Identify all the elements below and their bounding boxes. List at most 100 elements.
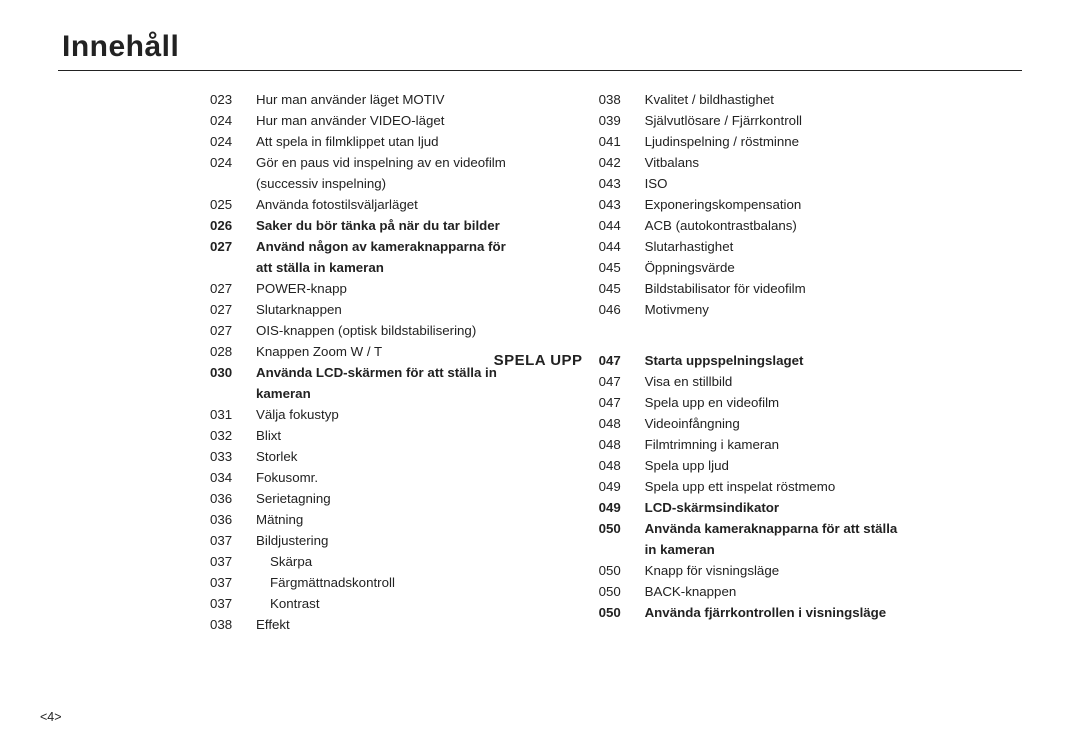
toc-row: 047Starta uppspelningslaget xyxy=(599,350,1022,371)
toc-row: 044ACB (autokontrastbalans) xyxy=(599,215,1022,236)
toc-row: 037Kontrast xyxy=(210,593,559,614)
toc-row: 043ISO xyxy=(599,173,1022,194)
toc-page-number: 043 xyxy=(599,173,645,194)
toc-entry-text: Saker du bör tänka på när du tar bilder xyxy=(256,215,559,236)
toc-entry-text: Kvalitet / bildhastighet xyxy=(645,89,1022,110)
toc-page-number xyxy=(210,173,256,194)
toc-entry-text: BACK-knappen xyxy=(645,581,1022,602)
toc-row: 037Färgmättnadskontroll xyxy=(210,572,559,593)
toc-entry-text: ACB (autokontrastbalans) xyxy=(645,215,1022,236)
toc-page-number: 024 xyxy=(210,110,256,131)
toc-entry-text: LCD-skärmsindikator xyxy=(645,497,1022,518)
toc-row: 044Slutarhastighet xyxy=(599,236,1022,257)
toc-page-number: 037 xyxy=(210,530,256,551)
toc-page-number: 031 xyxy=(210,404,256,425)
toc-row: att ställa in kameran xyxy=(210,257,559,278)
toc-entry-text: Gör en paus vid inspelning av en videofi… xyxy=(256,152,559,173)
toc-row: in kameran xyxy=(599,539,1022,560)
toc-page-number: 024 xyxy=(210,131,256,152)
toc-row: 027Slutarknappen xyxy=(210,299,559,320)
toc-entry-text: Använda kameraknapparna för att ställa xyxy=(645,518,1022,539)
toc-page-number: 043 xyxy=(599,194,645,215)
toc-page-number: 048 xyxy=(599,455,645,476)
toc-page-number: 036 xyxy=(210,509,256,530)
toc-page-number: 038 xyxy=(210,614,256,635)
toc-page-number: 034 xyxy=(210,467,256,488)
toc-page-number: 033 xyxy=(210,446,256,467)
toc-row: 046Motivmeny xyxy=(599,299,1022,320)
toc-entry-text: Storlek xyxy=(256,446,559,467)
section-heading: SPELA UPP xyxy=(494,350,599,371)
toc-row: 041Ljudinspelning / röstminne xyxy=(599,131,1022,152)
toc-entry-text: Videoinfångning xyxy=(645,413,1022,434)
toc-row: 048Spela upp ljud xyxy=(599,455,1022,476)
page-number: <4> xyxy=(40,710,62,724)
toc-page-number: 028 xyxy=(210,341,256,362)
toc-entry-text: Använda fjärrkontrollen i visningsläge xyxy=(645,602,1022,623)
toc-entry-text: Serietagning xyxy=(256,488,559,509)
toc-page-number: 050 xyxy=(599,602,645,623)
page: Innehåll 023Hur man använder läget MOTIV… xyxy=(0,0,1080,746)
toc-row: 024Hur man använder VIDEO-läget xyxy=(210,110,559,131)
toc-row: 045Bildstabilisator för videofilm xyxy=(599,278,1022,299)
toc-row: 050Använda kameraknapparna för att ställ… xyxy=(599,518,1022,539)
toc-page-number: 045 xyxy=(599,257,645,278)
toc-row: 034Fokusomr. xyxy=(210,467,559,488)
toc-entry-text: in kameran xyxy=(645,539,1022,560)
toc-entry-text: Starta uppspelningslaget xyxy=(645,350,1022,371)
toc-row: 050BACK-knappen xyxy=(599,581,1022,602)
toc-page-number: 032 xyxy=(210,425,256,446)
toc-page-number: 041 xyxy=(599,131,645,152)
toc-row: 037Skärpa xyxy=(210,551,559,572)
toc-row: 027OIS-knappen (optisk bildstabilisering… xyxy=(210,320,559,341)
toc-row: 048Filmtrimning i kameran xyxy=(599,434,1022,455)
page-title: Innehåll xyxy=(58,30,1022,71)
toc-page-number: 046 xyxy=(599,299,645,320)
toc-entry-text: att ställa in kameran xyxy=(256,257,559,278)
toc-entry-text: Självutlösare / Fjärrkontroll xyxy=(645,110,1022,131)
toc-entry-text: Använda fotostilsväljarläget xyxy=(256,194,559,215)
toc-entry-text: Spela upp en videofilm xyxy=(645,392,1022,413)
toc-page-number: 044 xyxy=(599,215,645,236)
toc-entry-text: ISO xyxy=(645,173,1022,194)
toc-row: 047Visa en stillbild xyxy=(599,371,1022,392)
toc-page-number: 039 xyxy=(599,110,645,131)
toc-page-number: 047 xyxy=(599,350,645,371)
toc-row: 025Använda fotostilsväljarläget xyxy=(210,194,559,215)
toc-row: 027POWER-knapp xyxy=(210,278,559,299)
toc-row: 042Vitbalans xyxy=(599,152,1022,173)
toc-row: 037Bildjustering xyxy=(210,530,559,551)
toc-entry-text: Filmtrimning i kameran xyxy=(645,434,1022,455)
toc-entry-text: Bildstabilisator för videofilm xyxy=(645,278,1022,299)
toc-page-number xyxy=(599,539,645,560)
toc-page-number: 025 xyxy=(210,194,256,215)
toc-page-number: 026 xyxy=(210,215,256,236)
toc-entry-text: Bildjustering xyxy=(256,530,559,551)
toc-page-number: 045 xyxy=(599,278,645,299)
toc-page-number: 050 xyxy=(599,560,645,581)
toc-row: 049LCD-skärmsindikator xyxy=(599,497,1022,518)
toc-row: 039Självutlösare / Fjärrkontroll xyxy=(599,110,1022,131)
toc-row: 032Blixt xyxy=(210,425,559,446)
toc-entry-text: Mätning xyxy=(256,509,559,530)
toc-page-number: 049 xyxy=(599,476,645,497)
toc-page-number: 027 xyxy=(210,299,256,320)
toc-entry-text: Välja fokustyp xyxy=(256,404,559,425)
toc-page-number: 027 xyxy=(210,278,256,299)
toc-page-number: 048 xyxy=(599,413,645,434)
toc-row: 038Kvalitet / bildhastighet xyxy=(599,89,1022,110)
toc-row: 050Knapp för visningsläge xyxy=(599,560,1022,581)
toc-page-number: 027 xyxy=(210,236,256,257)
toc-page-number: 042 xyxy=(599,152,645,173)
content-columns: 023Hur man använder läget MOTIV024Hur ma… xyxy=(58,89,1022,635)
toc-page-number: 027 xyxy=(210,320,256,341)
toc-entry-text: Blixt xyxy=(256,425,559,446)
toc-entry-text: Fokusomr. xyxy=(256,467,559,488)
toc-entry-text: Använd någon av kameraknapparna för xyxy=(256,236,559,257)
toc-row: 024Att spela in filmklippet utan ljud xyxy=(210,131,559,152)
toc-row: 049Spela upp ett inspelat röstmemo xyxy=(599,476,1022,497)
toc-column-right: 038Kvalitet / bildhastighet039Självutlös… xyxy=(599,89,1022,635)
toc-entry-text: Öppningsvärde xyxy=(645,257,1022,278)
toc-row: 023Hur man använder läget MOTIV xyxy=(210,89,559,110)
toc-entry-text: Spela upp ljud xyxy=(645,455,1022,476)
